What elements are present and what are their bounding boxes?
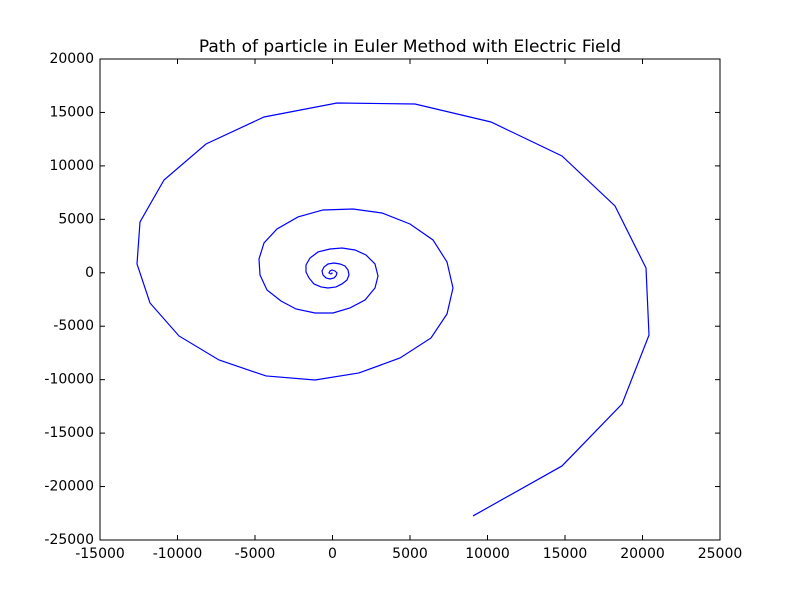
y-tick-label: 15000 [49, 104, 94, 120]
y-tick-label: 5000 [58, 211, 94, 227]
x-tick-label: 0 [328, 546, 337, 562]
x-tick-label: -10000 [153, 546, 203, 562]
y-tick-label: 0 [85, 265, 94, 281]
chart-title: Path of particle in Euler Method with El… [199, 37, 621, 57]
y-tick-label: -10000 [44, 372, 94, 388]
y-tick-label: 10000 [49, 158, 94, 174]
x-tick-label: -5000 [235, 546, 276, 562]
y-tick-label: -5000 [53, 318, 94, 334]
y-tick-label: -20000 [44, 479, 94, 495]
plot-frame [99, 58, 721, 541]
x-tick-label: 5000 [392, 546, 428, 562]
y-tick-label: 20000 [49, 51, 94, 67]
x-tick-label: -15000 [75, 546, 125, 562]
x-tick-label: 10000 [465, 546, 510, 562]
x-tick-label: 20000 [620, 546, 665, 562]
x-tick-label: 15000 [543, 546, 588, 562]
y-tick-label: -25000 [44, 532, 94, 548]
x-tick-label: 25000 [698, 546, 743, 562]
y-tick-label: -15000 [44, 425, 94, 441]
data-line [136, 102, 650, 517]
